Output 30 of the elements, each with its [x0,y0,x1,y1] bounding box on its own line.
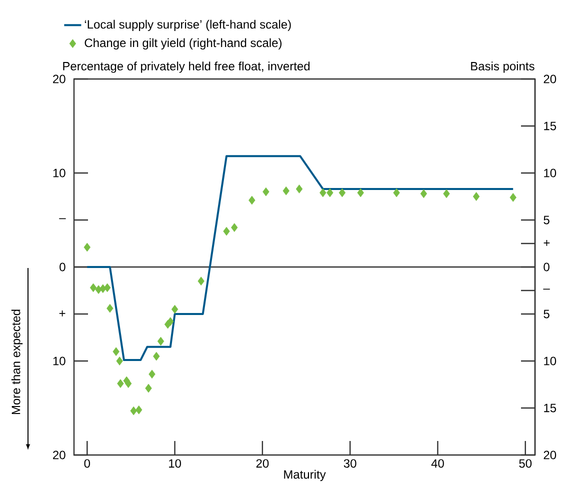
y2-tick-label: 10 [544,356,556,366]
legend-label: Change in gilt yield (right-hand scale) [84,38,282,50]
y2-tick-label: 5 [544,216,550,224]
y-tick-label: 10 [53,356,66,366]
y2-tick-label: 10 [544,168,556,178]
y-tick-label: 20 [53,450,66,460]
y2-tick-label: 15 [544,404,556,412]
y2-axis-title: Basis points [471,62,534,73]
y-tick-label: + [59,310,66,316]
x-tick-label: 10 [169,459,181,468]
x-tick-label: 50 [519,459,532,468]
y2-tick-label: 15 [544,122,556,130]
x-tick-label: 20 [256,459,269,468]
text: More than expected [11,310,23,414]
x-tick-label: 30 [344,459,356,468]
x-axis-title: Maturity [284,470,326,482]
y-tick-label: 20 [53,74,66,84]
y-tick-label: 10 [53,168,66,178]
y2-tick-label: 0 [544,262,550,272]
y2-tick-label: 20 [544,450,556,460]
y-tick-label: 0 [60,262,66,272]
y2-tick-label: 5 [544,310,550,318]
y2-tick-label: – [543,288,550,290]
y-tick-label: – [59,218,66,220]
y-axis-title: Percentage of privately held free float, inverted [63,62,310,73]
legend-label: ‘Local supply surprise’ (left-hand scale) [84,20,291,32]
y2-tick-label: 20 [544,74,556,84]
x-tick-label: 40 [431,459,444,468]
y2-tick-label: + [544,240,550,246]
x-tick-label: 0 [84,459,90,468]
